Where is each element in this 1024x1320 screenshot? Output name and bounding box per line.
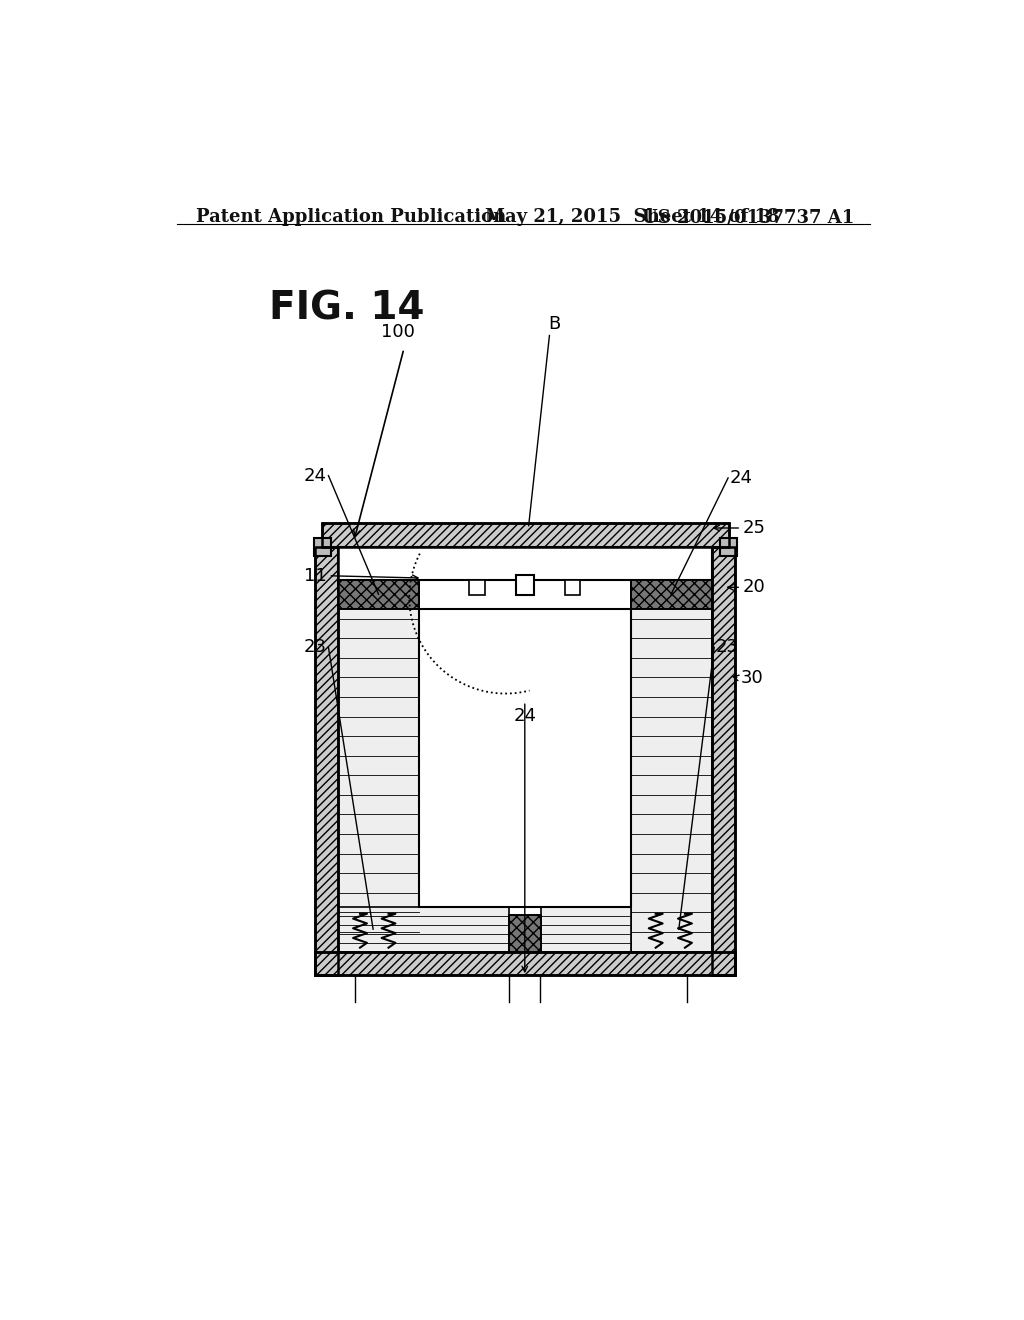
- Bar: [509, 915, 541, 952]
- Bar: [315, 952, 735, 974]
- Text: US 2015/0137737 A1: US 2015/0137737 A1: [642, 209, 854, 227]
- Bar: [419, 609, 631, 907]
- Bar: [541, 907, 631, 952]
- Text: 24: 24: [304, 467, 327, 484]
- Text: B: B: [548, 315, 560, 333]
- Bar: [339, 907, 509, 952]
- Text: FIG. 14: FIG. 14: [269, 289, 425, 327]
- Bar: [720, 539, 736, 557]
- Bar: [322, 523, 729, 548]
- Bar: [322, 523, 729, 548]
- Bar: [631, 579, 712, 609]
- Text: 20: 20: [742, 578, 766, 597]
- Bar: [339, 548, 712, 579]
- Bar: [515, 576, 535, 595]
- Bar: [315, 548, 339, 974]
- Bar: [712, 548, 735, 974]
- Text: 24: 24: [730, 469, 753, 487]
- Text: 30: 30: [741, 669, 764, 688]
- Text: 100: 100: [381, 323, 415, 341]
- Text: 24: 24: [513, 706, 537, 725]
- Bar: [712, 548, 735, 974]
- Bar: [469, 579, 484, 595]
- Bar: [339, 579, 419, 952]
- Text: May 21, 2015  Sheet 14 of 18: May 21, 2015 Sheet 14 of 18: [484, 209, 779, 227]
- Bar: [315, 952, 735, 974]
- Bar: [339, 579, 419, 609]
- Bar: [631, 579, 712, 952]
- Bar: [313, 539, 331, 557]
- Text: 11: 11: [304, 566, 327, 585]
- Text: 23: 23: [716, 639, 738, 656]
- Text: Patent Application Publication: Patent Application Publication: [196, 209, 506, 227]
- Bar: [339, 579, 419, 609]
- Bar: [509, 915, 541, 952]
- Text: 23: 23: [304, 639, 327, 656]
- Bar: [565, 579, 581, 595]
- Bar: [315, 548, 339, 974]
- Bar: [631, 579, 712, 609]
- Text: 25: 25: [742, 519, 766, 537]
